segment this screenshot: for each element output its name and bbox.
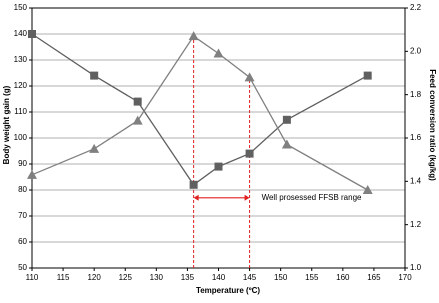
x-axis-title: Temperature (ºC) — [196, 286, 260, 295]
y2-tick-label: 1.4 — [410, 176, 422, 185]
y2-tick-label: 1.2 — [410, 220, 422, 229]
triangle-marker — [281, 139, 292, 149]
y2-tick-label: 2.0 — [410, 46, 422, 55]
y-tick-label: 110 — [14, 107, 27, 116]
x-tick-label: 170 — [398, 273, 412, 282]
x-tick-label: 165 — [367, 273, 381, 282]
y-tick-label: 50 — [18, 263, 27, 272]
triangle-marker — [188, 31, 199, 41]
y-axis-title: Body weight gain (g) — [2, 85, 11, 164]
triangle-marker — [132, 115, 143, 125]
triangle-marker — [362, 185, 373, 194]
x-tick-label: 110 — [26, 273, 39, 282]
square-marker — [245, 149, 254, 158]
square-marker — [214, 162, 223, 171]
y-tick-label: 60 — [18, 237, 27, 246]
x-tick-label: 135 — [181, 273, 195, 282]
y2-tick-label: 1.6 — [410, 133, 422, 142]
y2-tick-label: 1.8 — [410, 90, 422, 99]
x-tick-label: 120 — [87, 273, 101, 282]
y2-axis-title: Feed conversion ratio (kg/kg) — [428, 69, 437, 181]
y-tick-label: 120 — [14, 81, 28, 90]
y2-tick-label: 1.0 — [410, 263, 422, 272]
triangle-marker — [244, 72, 255, 82]
triangle-marker — [213, 48, 224, 58]
x-tick-label: 150 — [274, 273, 288, 282]
series-line — [31, 33, 369, 186]
x-tick-label: 145 — [243, 273, 257, 282]
x-tick-label: 115 — [57, 273, 70, 282]
x-tick-label: 140 — [212, 273, 226, 282]
y-tick-label: 80 — [18, 185, 27, 194]
range-annotation: Well prosessed FFSB range — [262, 193, 362, 202]
plot-frame — [31, 7, 406, 269]
y-tick-label: 130 — [14, 55, 28, 64]
square-marker — [90, 71, 99, 80]
x-tick-label: 160 — [336, 273, 350, 282]
y-tick-label: 70 — [18, 211, 27, 220]
y-tick-label: 150 — [14, 3, 28, 12]
x-tick-label: 155 — [305, 273, 319, 282]
triangle-marker — [89, 143, 100, 153]
square-marker — [363, 71, 372, 80]
square-marker — [133, 97, 142, 106]
y-tick-label: 100 — [14, 133, 28, 142]
square-marker — [282, 115, 291, 124]
square-marker — [189, 180, 198, 189]
triangle-marker — [27, 169, 37, 179]
y2-tick-label: 2.2 — [410, 3, 422, 12]
y-tick-label: 140 — [14, 29, 28, 38]
y-tick-label: 90 — [18, 159, 27, 168]
x-tick-label: 125 — [119, 273, 133, 282]
x-tick-label: 130 — [150, 273, 164, 282]
square-marker — [28, 30, 36, 38]
series-line — [31, 35, 369, 191]
